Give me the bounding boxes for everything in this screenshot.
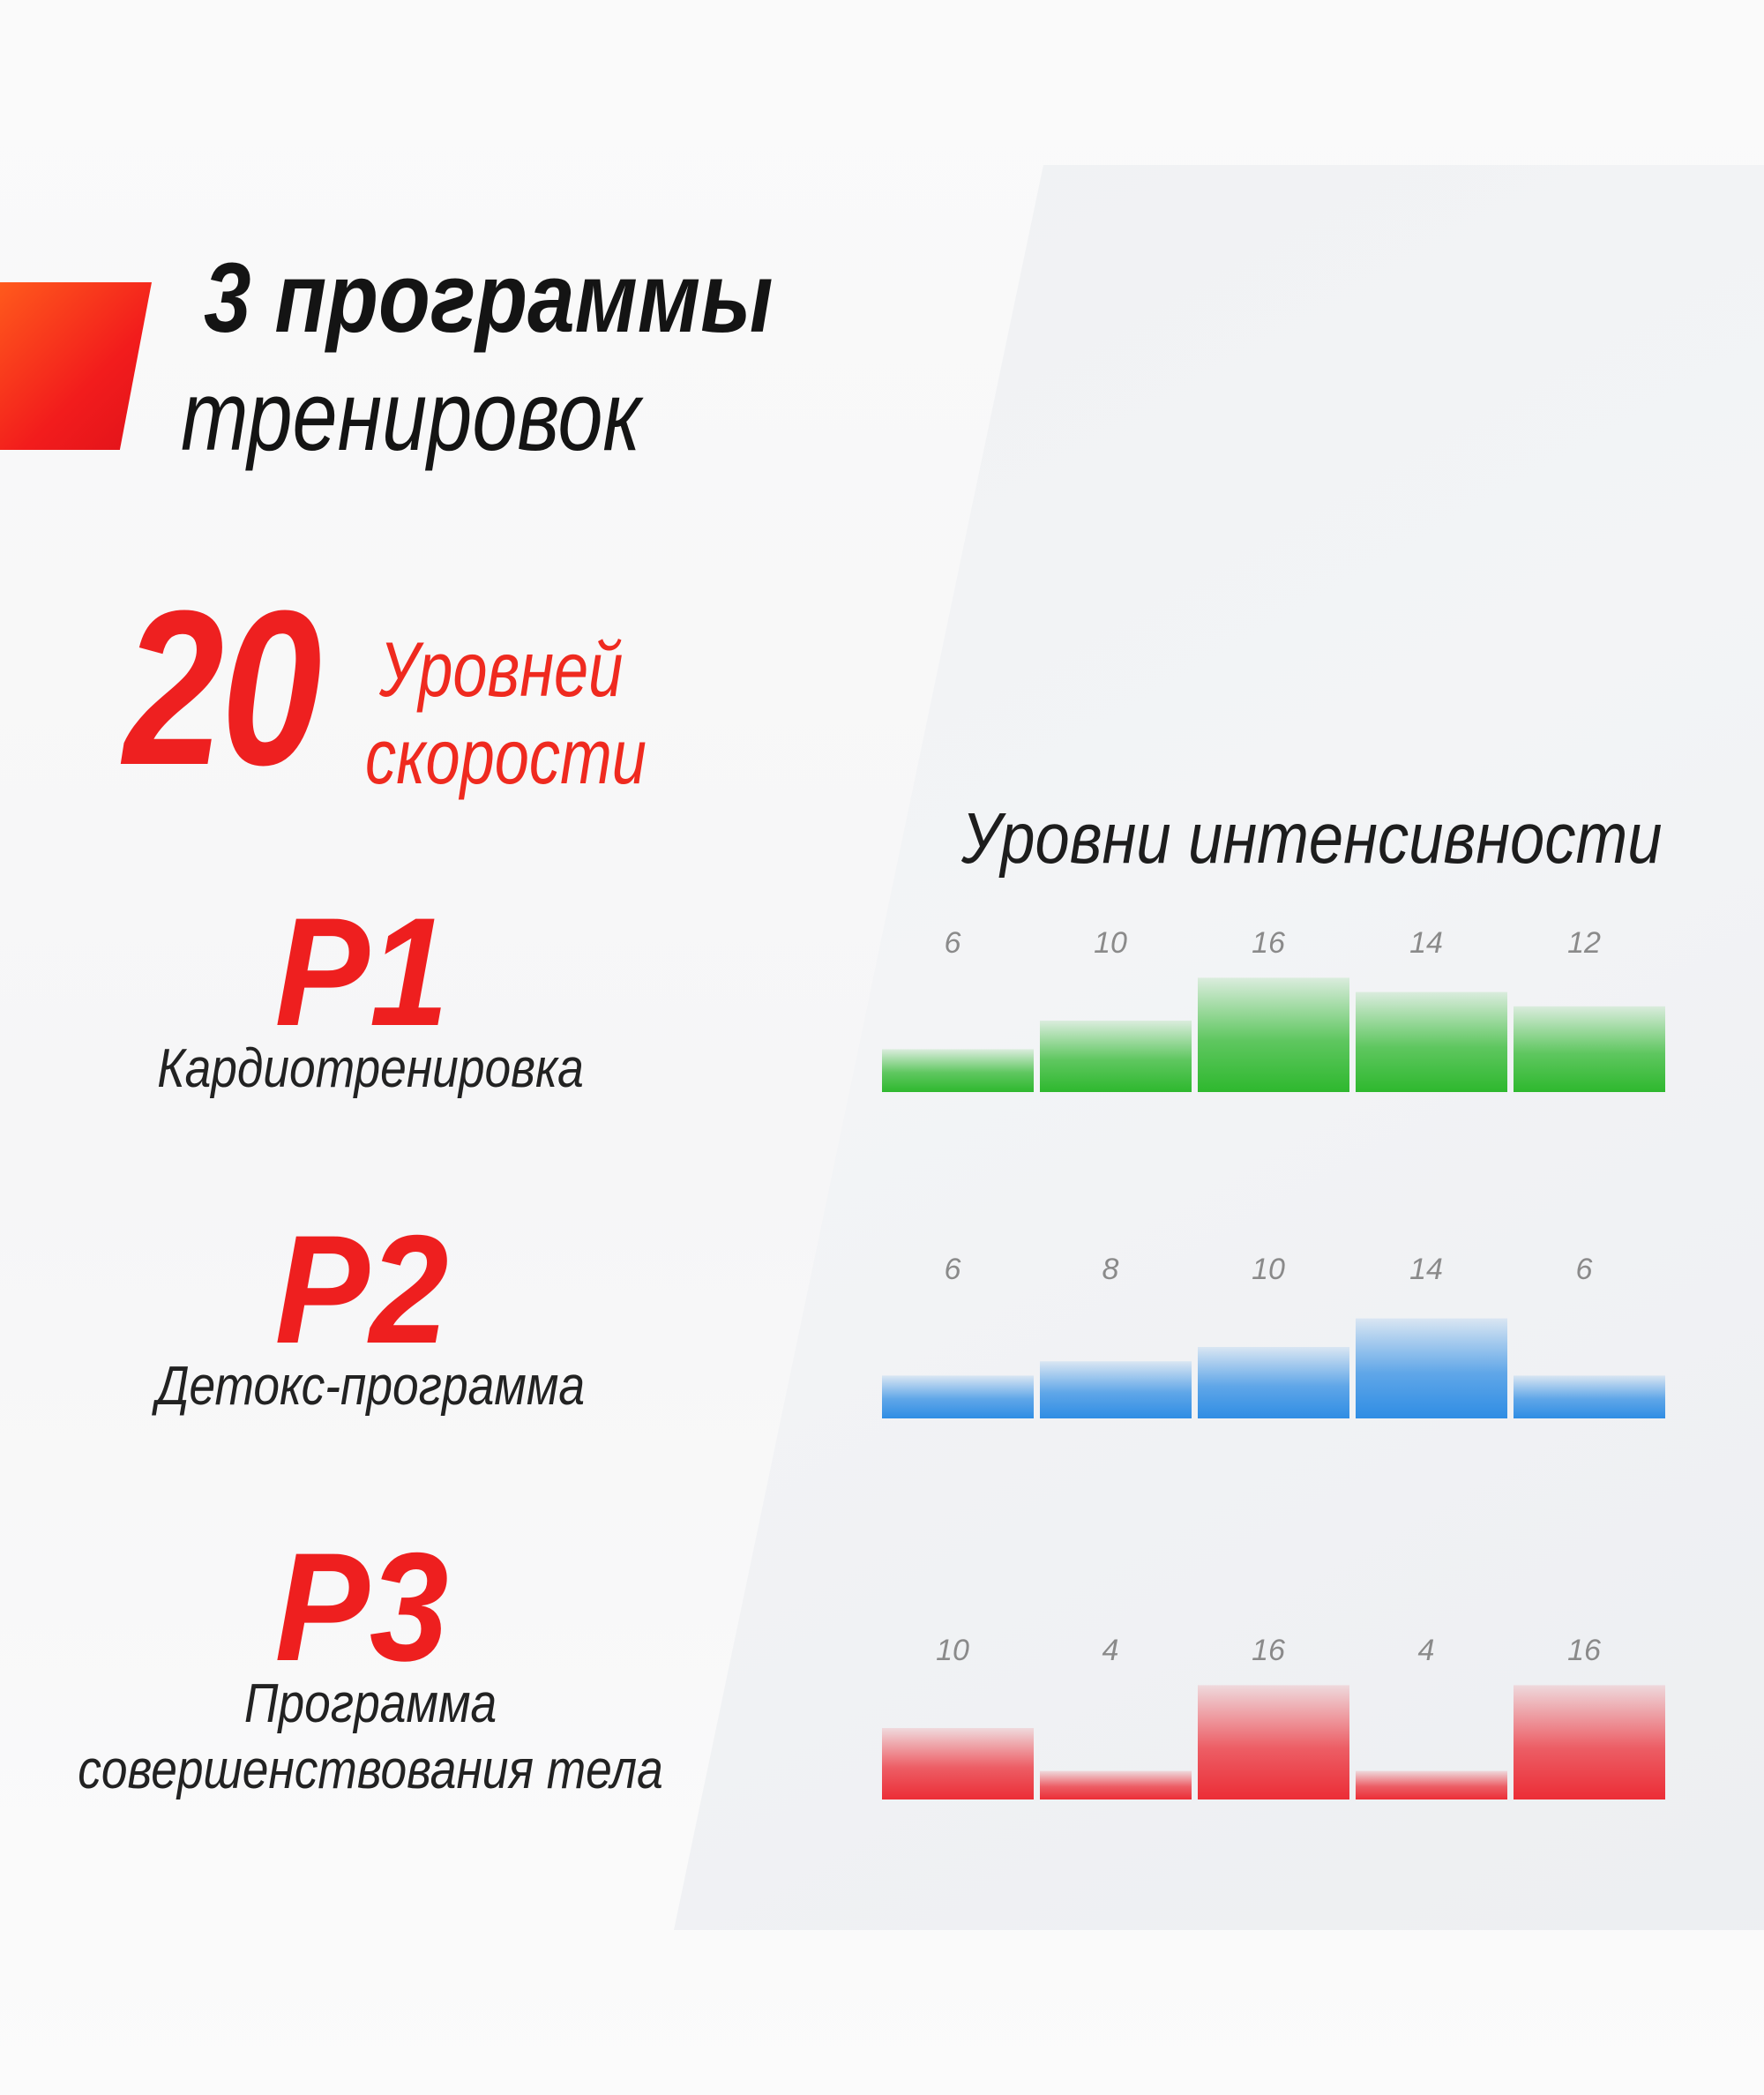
speed-label-line-2: скорости: [365, 712, 647, 800]
program-1-bar-4: [1356, 991, 1507, 1092]
program-2-bar-4: [1356, 1318, 1507, 1418]
program-1-name: Кардиотренировка: [157, 1038, 584, 1099]
program-1-bar-1: [882, 1049, 1034, 1092]
program-3-value-label-3: 16: [1252, 1634, 1285, 1667]
program-1-value-label-3: 16: [1252, 926, 1285, 960]
program-1-code: P1: [274, 887, 449, 1059]
program-1-value-label-1: 6: [945, 926, 961, 960]
program-3-bar-1: [882, 1728, 1034, 1799]
program-3-value-label-2: 4: [1102, 1634, 1119, 1667]
program-3-value-label-4: 4: [1418, 1634, 1435, 1667]
program-1-value-label-2: 10: [1094, 926, 1127, 960]
program-2-value-label-3: 10: [1252, 1253, 1285, 1286]
program-2-bar-2: [1040, 1361, 1192, 1418]
program-3-name-line-2: совершенствования тела: [78, 1740, 663, 1800]
program-1-value-label-5: 12: [1567, 926, 1601, 960]
program-1-bar-5: [1514, 1006, 1665, 1092]
program-2-value-label-4: 14: [1409, 1253, 1443, 1286]
chart-title: Уровни интенсивности: [961, 798, 1663, 879]
speed-levels-label: Уровней скорости: [365, 625, 647, 800]
program-3-bar-2: [1040, 1770, 1192, 1799]
program-1-bar-2: [1040, 1021, 1192, 1092]
speed-label-line-1: Уровней: [379, 625, 624, 713]
program-2-name: Детокс-программа: [155, 1356, 586, 1417]
program-3-bar-3: [1198, 1685, 1349, 1799]
program-3-name: Программа: [243, 1673, 497, 1734]
program-2-bar-1: [882, 1375, 1034, 1418]
program-3-bar-5: [1514, 1685, 1665, 1799]
headline: 3 программы тренировок: [181, 249, 865, 466]
headline-line-2: тренировок: [181, 361, 641, 471]
headline-line-1: 3 программы: [204, 243, 774, 353]
speed-levels-number: 20: [123, 565, 322, 811]
program-2-value-label-2: 8: [1102, 1253, 1119, 1286]
program-1-value-label-4: 14: [1409, 926, 1443, 960]
program-3-value-label-1: 10: [936, 1634, 969, 1667]
program-2-bar-3: [1198, 1347, 1349, 1418]
program-2-code: P2: [274, 1204, 449, 1376]
program-2-value-label-5: 6: [1576, 1253, 1593, 1286]
program-2-value-label-1: 6: [945, 1253, 961, 1286]
program-3-bar-4: [1356, 1770, 1507, 1799]
program-2-bar-5: [1514, 1375, 1665, 1418]
program-1-bar-3: [1198, 977, 1349, 1092]
program-3-value-label-5: 16: [1567, 1634, 1601, 1667]
program-3-code: P3: [274, 1522, 449, 1694]
